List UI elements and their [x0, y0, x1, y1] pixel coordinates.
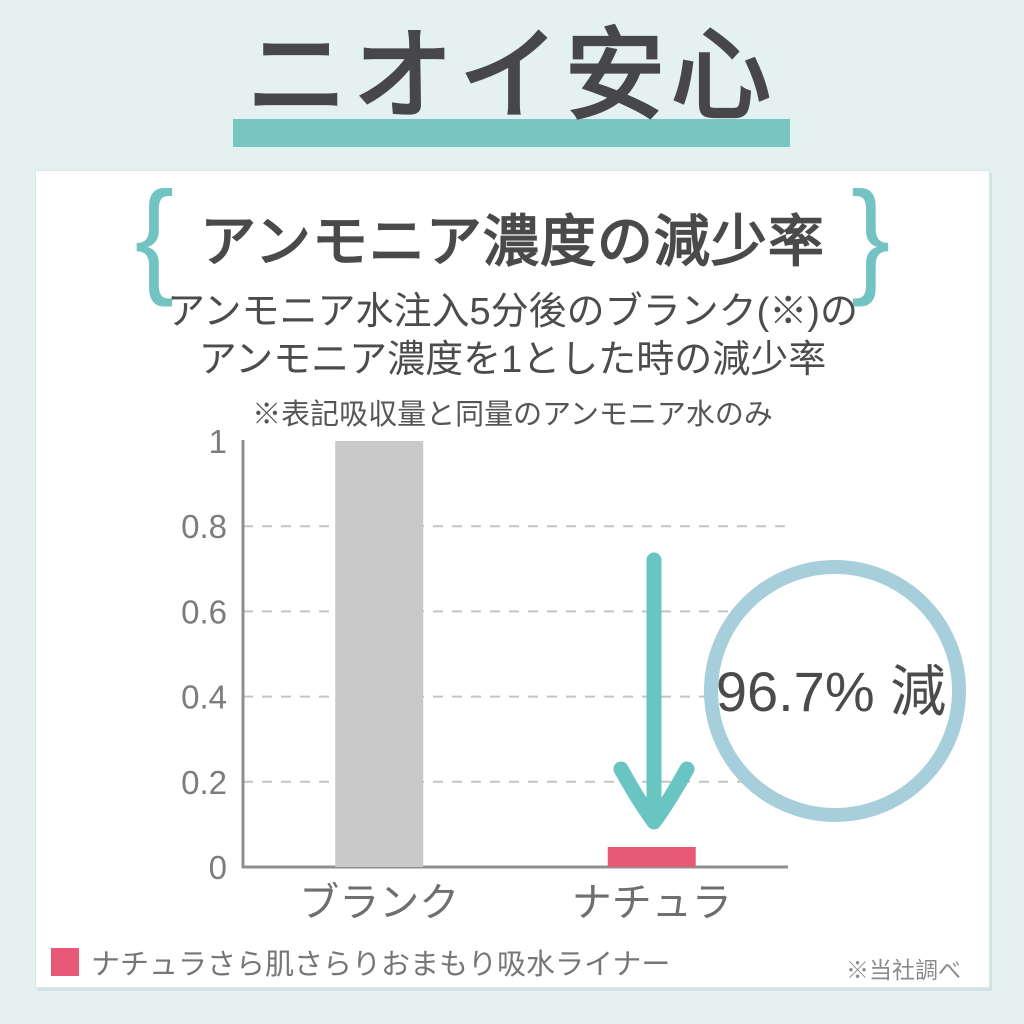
arrow-down-icon	[613, 552, 695, 830]
chart-footnote: ※表記吸収量と同量のアンモニア水のみ	[252, 399, 773, 431]
annotation-circle	[704, 560, 966, 822]
x-label-ナチュラ: ナチュラ	[572, 881, 732, 925]
bar-chart: 0 0.2 0.4 0.6 0.8 1 ブランク ナチュラ 96.7% 減	[181, 426, 966, 925]
svg-text:0.2: 0.2	[181, 764, 227, 801]
x-axis-labels: ブランク ナチュラ	[299, 881, 732, 925]
right-brace-icon: }	[850, 165, 891, 309]
legend-label: ナチュラさら肌さらりおまもり吸水ライナー	[91, 949, 671, 981]
panel: { アンモニア濃度の減少率 } アンモニア水注入5分後のブランク(※)の アンモ…	[35, 170, 990, 988]
bars	[335, 441, 696, 867]
title-underline	[233, 119, 790, 147]
legend-swatch	[51, 948, 79, 976]
chart-heading: アンモニア濃度の減少率	[200, 209, 825, 273]
chart-subtitle-line1: アンモニア水注入5分後のブランク(※)の	[167, 291, 858, 333]
svg-text:0.8: 0.8	[181, 508, 227, 545]
chart-subtitle: アンモニア水注入5分後のブランク(※)の アンモニア濃度を1とした時の減少率	[36, 289, 989, 384]
left-brace-icon: {	[134, 165, 175, 309]
y-axis-labels: 0 0.2 0.4 0.6 0.8 1	[181, 426, 227, 886]
panel-heading-row: { アンモニア濃度の減少率 }	[36, 165, 989, 309]
annotation-text: 96.7% 減	[716, 660, 946, 723]
svg-text:0.6: 0.6	[181, 593, 227, 630]
x-label-ブランク: ブランク	[299, 881, 459, 925]
legend: ナチュラさら肌さらりおまもり吸水ライナー	[51, 941, 670, 983]
bar-ナチュラ	[607, 847, 696, 867]
svg-text:0: 0	[209, 849, 227, 886]
bar-ブランク	[335, 441, 424, 867]
chart-subtitle-line2: アンモニア濃度を1とした時の減少率	[198, 338, 827, 381]
svg-text:1: 1	[209, 426, 227, 460]
svg-text:0.4: 0.4	[181, 679, 227, 716]
gridlines	[243, 525, 788, 783]
page-title: ニオイ安心	[247, 20, 777, 132]
source-note: ※当社調べ	[846, 957, 961, 983]
